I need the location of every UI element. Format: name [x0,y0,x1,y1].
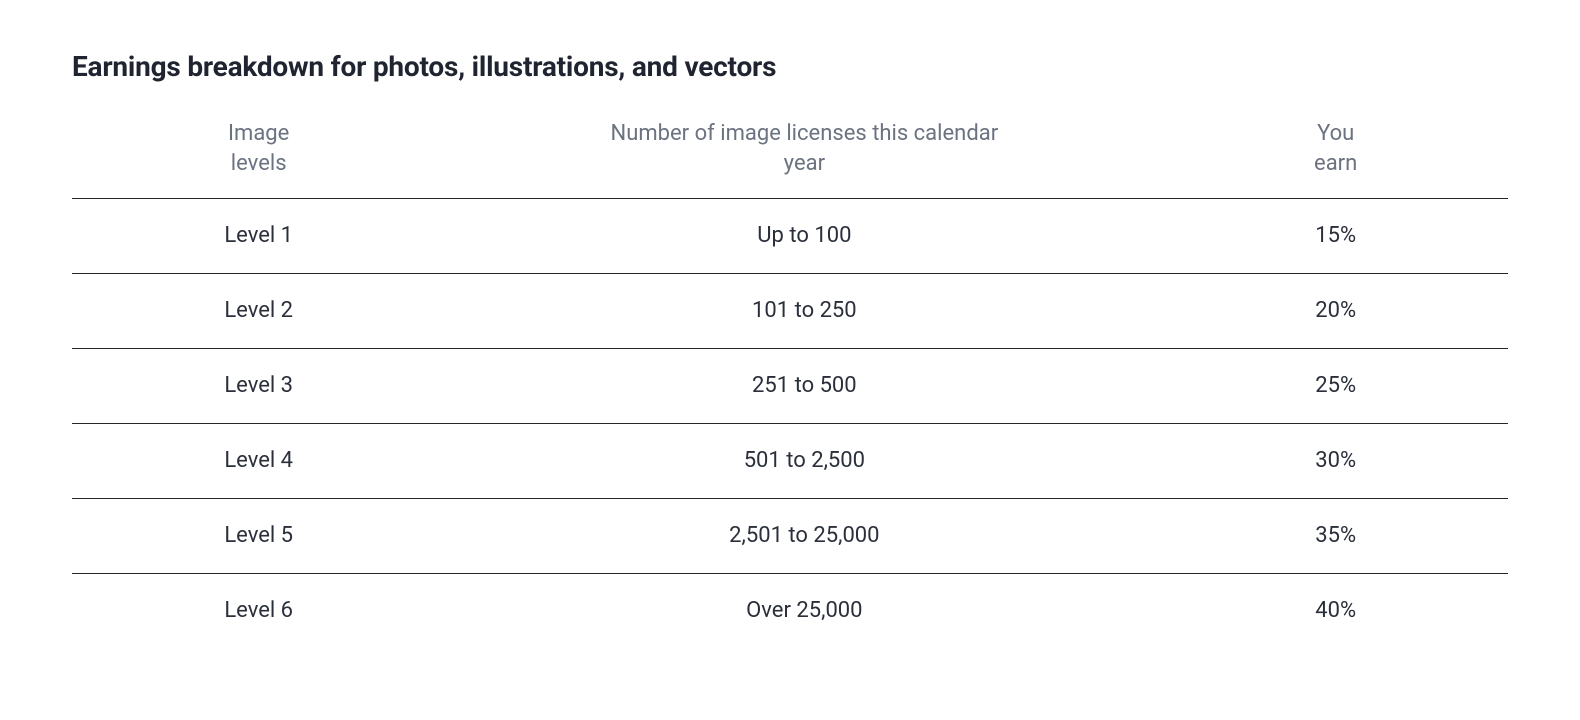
col-header-line: earn [1179,149,1492,179]
cell-earn: 35% [1163,499,1508,574]
col-header-licenses: Number of image licenses this calendar y… [445,111,1163,199]
cell-earn: 15% [1163,199,1508,274]
cell-earn: 25% [1163,349,1508,424]
cell-licenses: Over 25,000 [445,574,1163,649]
cell-licenses: 501 to 2,500 [445,424,1163,499]
cell-level: Level 2 [72,274,445,349]
cell-level: Level 6 [72,574,445,649]
col-header-you-earn: You earn [1163,111,1508,199]
col-header-line: levels [88,149,429,179]
cell-level: Level 3 [72,349,445,424]
cell-licenses: 101 to 250 [445,274,1163,349]
table-row: Level 6 Over 25,000 40% [72,574,1508,649]
cell-licenses: 2,501 to 25,000 [445,499,1163,574]
cell-level: Level 1 [72,199,445,274]
cell-earn: 40% [1163,574,1508,649]
table-row: Level 2 101 to 250 20% [72,274,1508,349]
col-header-line: Number of image licenses this calendar [461,119,1147,149]
table-row: Level 5 2,501 to 25,000 35% [72,499,1508,574]
cell-earn: 30% [1163,424,1508,499]
cell-licenses: Up to 100 [445,199,1163,274]
cell-level: Level 5 [72,499,445,574]
cell-licenses: 251 to 500 [445,349,1163,424]
page-title: Earnings breakdown for photos, illustrat… [72,50,1508,83]
col-header-line: Image [88,119,429,149]
table-row: Level 4 501 to 2,500 30% [72,424,1508,499]
col-header-line: You [1179,119,1492,149]
col-header-line: year [461,149,1147,179]
col-header-image-levels: Image levels [72,111,445,199]
table-header-row: Image levels Number of image licenses th… [72,111,1508,199]
cell-level: Level 4 [72,424,445,499]
table-row: Level 1 Up to 100 15% [72,199,1508,274]
cell-earn: 20% [1163,274,1508,349]
earnings-table: Image levels Number of image licenses th… [72,111,1508,648]
table-row: Level 3 251 to 500 25% [72,349,1508,424]
earnings-breakdown-section: Earnings breakdown for photos, illustrat… [0,0,1580,688]
